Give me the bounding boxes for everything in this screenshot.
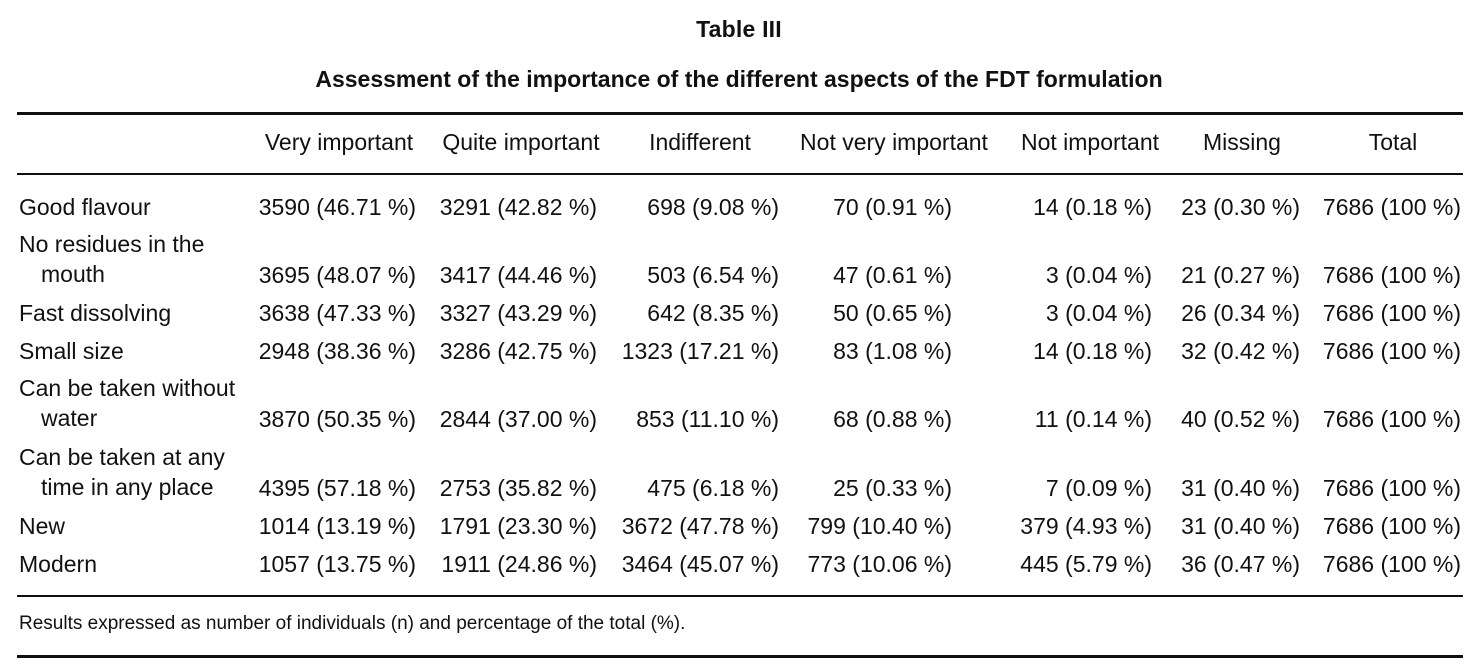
table-footnote: Results expressed as number of individua… bbox=[19, 613, 686, 634]
table-cell: 445 (5.79 %) bbox=[1020, 551, 1152, 577]
table-cell: 3286 (42.75 %) bbox=[439, 338, 597, 364]
table-cell: 21 (0.27 %) bbox=[1181, 262, 1300, 288]
column-header-not-very-important: Not very important bbox=[800, 129, 988, 155]
row-label-line: New bbox=[19, 513, 66, 539]
column-header-total: Total bbox=[1368, 129, 1418, 155]
row-label-line: Good flavour bbox=[19, 194, 151, 220]
row-label: Can be taken at any time in any place bbox=[19, 442, 225, 502]
column-header-indifferent: Indifferent bbox=[649, 129, 751, 155]
table-cell: 25 (0.33 %) bbox=[833, 475, 952, 501]
top-rule bbox=[17, 112, 1463, 115]
table-cell: 23 (0.30 %) bbox=[1181, 194, 1300, 220]
column-header-very-important: Very important bbox=[264, 129, 414, 155]
table-cell: 3 (0.04 %) bbox=[1045, 300, 1152, 326]
row-label-line: Modern bbox=[19, 551, 97, 577]
table-cell: 3590 (46.71 %) bbox=[258, 194, 416, 220]
table-cell: 50 (0.65 %) bbox=[833, 300, 952, 326]
row-label-line: water bbox=[41, 405, 98, 431]
table-cell: 1911 (24.86 %) bbox=[441, 551, 597, 577]
table-cell: 7686 (100 %) bbox=[1322, 194, 1461, 220]
table-cell: 31 (0.40 %) bbox=[1181, 513, 1300, 539]
header-rule bbox=[17, 173, 1463, 175]
row-label-line: Can be taken at any bbox=[19, 444, 225, 470]
row-label: Modern bbox=[19, 549, 97, 579]
end-rule bbox=[17, 655, 1463, 658]
table-title: Table III bbox=[696, 16, 782, 42]
row-label: New bbox=[19, 511, 65, 541]
table-cell: 7686 (100 %) bbox=[1322, 406, 1461, 432]
table-cell: 11 (0.14 %) bbox=[1034, 406, 1152, 432]
table-cell: 7 (0.09 %) bbox=[1045, 475, 1152, 501]
table-cell: 3672 (47.78 %) bbox=[621, 513, 779, 539]
table-cell: 698 (9.08 %) bbox=[647, 194, 779, 220]
table-cell: 31 (0.40 %) bbox=[1181, 475, 1300, 501]
row-label: Small size bbox=[19, 336, 124, 366]
table-cell: 7686 (100 %) bbox=[1322, 513, 1461, 539]
row-label-line: Fast dissolving bbox=[19, 300, 172, 326]
table-cell: 7686 (100 %) bbox=[1322, 262, 1461, 288]
row-label-line: No residues in the bbox=[19, 231, 205, 257]
table-cell: 36 (0.47 %) bbox=[1181, 551, 1300, 577]
table-cell: 1014 (13.19 %) bbox=[258, 513, 416, 539]
table-cell: 3464 (45.07 %) bbox=[621, 551, 779, 577]
row-label-line: Can be taken without bbox=[19, 375, 236, 401]
table-cell: 68 (0.88 %) bbox=[833, 406, 952, 432]
table-cell: 70 (0.91 %) bbox=[833, 194, 952, 220]
table-cell: 773 (10.06 %) bbox=[807, 551, 952, 577]
table-cell: 7686 (100 %) bbox=[1322, 338, 1461, 364]
table-cell: 83 (1.08 %) bbox=[833, 338, 952, 364]
row-label: Good flavour bbox=[19, 192, 151, 222]
row-label-line: time in any place bbox=[41, 474, 214, 500]
row-label: Fast dissolving bbox=[19, 298, 171, 328]
row-label-line: Small size bbox=[19, 338, 124, 364]
row-label: Can be taken without water bbox=[19, 373, 235, 433]
table-cell: 379 (4.93 %) bbox=[1020, 513, 1152, 539]
table-cell: 47 (0.61 %) bbox=[833, 262, 952, 288]
table-cell: 3327 (43.29 %) bbox=[439, 300, 597, 326]
table-cell: 40 (0.52 %) bbox=[1181, 406, 1300, 432]
table-cell: 3638 (47.33 %) bbox=[258, 300, 416, 326]
table-cell: 3870 (50.35 %) bbox=[258, 406, 416, 432]
table-cell: 7686 (100 %) bbox=[1322, 551, 1461, 577]
column-header-not-important: Not important bbox=[1020, 129, 1160, 155]
table-cell: 642 (8.35 %) bbox=[647, 300, 779, 326]
table-cell: 32 (0.42 %) bbox=[1181, 338, 1300, 364]
table-cell: 2844 (37.00 %) bbox=[439, 406, 597, 432]
row-label: No residues in the mouth bbox=[19, 229, 204, 289]
table-cell: 14 (0.18 %) bbox=[1033, 338, 1152, 364]
table-cell: 853 (11.10 %) bbox=[636, 406, 779, 432]
table-cell: 1057 (13.75 %) bbox=[258, 551, 416, 577]
table-cell: 26 (0.34 %) bbox=[1181, 300, 1300, 326]
table-cell: 3417 (44.46 %) bbox=[439, 262, 597, 288]
table-cell: 1323 (17.21 %) bbox=[621, 338, 779, 364]
table-cell: 7686 (100 %) bbox=[1322, 300, 1461, 326]
table-cell: 4395 (57.18 %) bbox=[258, 475, 416, 501]
table-caption: Assessment of the importance of the diff… bbox=[315, 66, 1163, 92]
row-label-line: mouth bbox=[41, 261, 105, 287]
table-cell: 3 (0.04 %) bbox=[1045, 262, 1152, 288]
table-cell: 475 (6.18 %) bbox=[647, 475, 779, 501]
table-cell: 14 (0.18 %) bbox=[1033, 194, 1152, 220]
column-header-quite-important: Quite important bbox=[442, 129, 600, 155]
table-cell: 2753 (35.82 %) bbox=[439, 475, 597, 501]
bottom-rule bbox=[17, 595, 1463, 597]
header-row: Very important Quite important Indiffere… bbox=[0, 129, 1478, 161]
table-cell: 7686 (100 %) bbox=[1322, 475, 1461, 501]
table-cell: 1791 (23.30 %) bbox=[439, 513, 597, 539]
column-header-missing: Missing bbox=[1203, 129, 1281, 155]
table-cell: 503 (6.54 %) bbox=[647, 262, 779, 288]
table-cell: 3695 (48.07 %) bbox=[258, 262, 416, 288]
table-cell: 2948 (38.36 %) bbox=[258, 338, 416, 364]
table-cell: 3291 (42.82 %) bbox=[439, 194, 597, 220]
table-cell: 799 (10.40 %) bbox=[807, 513, 952, 539]
